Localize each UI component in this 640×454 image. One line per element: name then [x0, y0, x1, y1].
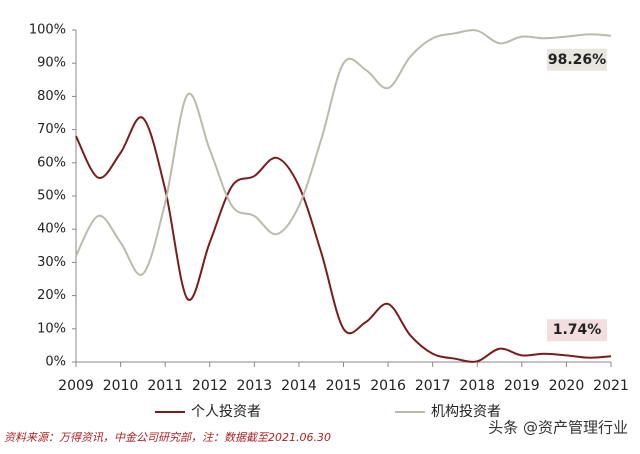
legend-label: 个人投资者	[191, 404, 261, 420]
y-tick-label: 0%	[45, 355, 66, 370]
source-note: 资料来源：万得资讯，中金公司研究部，注：数据截至2021.06.30	[4, 431, 331, 444]
x-tick-label: 2017	[415, 378, 451, 394]
x-tick-label: 2016	[370, 378, 406, 394]
value-label-bg	[547, 319, 607, 342]
value-label-bg	[547, 48, 607, 71]
x-tick-label: 2018	[459, 378, 495, 394]
y-tick-label: 20%	[37, 288, 66, 303]
x-tick-label: 2012	[192, 378, 228, 394]
x-tick-label: 2020	[549, 378, 585, 394]
y-tick-label: 30%	[37, 255, 66, 270]
x-tick-label: 2009	[58, 378, 94, 394]
y-tick-label: 60%	[37, 155, 66, 170]
y-tick-label: 70%	[37, 122, 66, 137]
y-tick-label: 100%	[29, 23, 66, 38]
value-label: 98.26%	[548, 52, 606, 68]
legend-label: 机构投资者	[431, 404, 501, 420]
y-tick-label: 90%	[37, 56, 66, 71]
series-line	[75, 29, 612, 276]
watermark: 头条 @资产管理行业	[488, 419, 628, 437]
y-tick-label: 80%	[37, 89, 66, 104]
x-tick-label: 2014	[281, 378, 317, 394]
x-tick-label: 2013	[237, 378, 273, 394]
x-tick-label: 2021	[593, 378, 629, 394]
x-tick-label: 2019	[504, 378, 540, 394]
y-tick-label: 10%	[37, 321, 66, 336]
series-line	[75, 116, 612, 363]
value-label: 1.74%	[553, 322, 602, 338]
x-tick-label: 2011	[147, 378, 183, 394]
x-tick-label: 2010	[103, 378, 139, 394]
y-tick-label: 50%	[37, 189, 66, 204]
y-tick-label: 40%	[37, 222, 66, 237]
x-tick-label: 2015	[326, 378, 362, 394]
